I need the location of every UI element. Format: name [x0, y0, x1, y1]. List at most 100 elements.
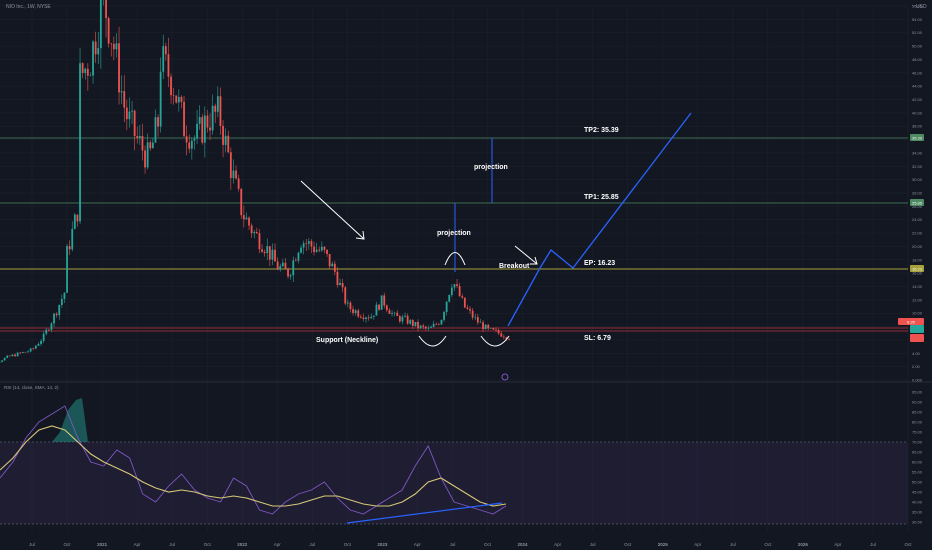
candle-body	[81, 63, 84, 73]
candle-body	[320, 246, 323, 251]
candle-body	[300, 247, 302, 253]
price-tick-label: 4.00	[912, 351, 921, 356]
candle-body	[255, 232, 258, 234]
breakout-label: Breakout	[499, 263, 530, 270]
rsi-tick-label: 30.00	[912, 520, 923, 525]
candle-body	[333, 263, 336, 272]
price-tick-label: 30.00	[912, 177, 923, 182]
candle-body	[177, 96, 180, 103]
candle-body	[219, 96, 222, 126]
candle-body	[24, 351, 27, 353]
support-label: Support (Neckline)	[316, 337, 378, 344]
candle-body	[469, 308, 471, 311]
candle-body	[45, 329, 48, 334]
candle-body	[6, 355, 9, 358]
price-tick-label: 18.00	[912, 257, 923, 262]
candle-body	[489, 327, 492, 329]
candle-body	[242, 215, 245, 220]
time-tick-label: Apr	[834, 542, 842, 547]
price-tick-label: 26.00	[912, 204, 923, 209]
time-tick-label: Jul	[730, 542, 736, 547]
candle-body	[362, 317, 365, 320]
candles	[0, 0, 510, 364]
candle-body	[193, 138, 196, 141]
candle-body	[354, 310, 357, 314]
candle-body	[318, 249, 321, 251]
candle-body	[245, 217, 248, 220]
candle-body	[279, 266, 282, 270]
candle-body	[60, 298, 63, 305]
candle-body	[424, 326, 427, 329]
candle-body	[133, 110, 136, 136]
time-tick-label: Oct	[904, 542, 912, 547]
candle-body	[404, 315, 406, 317]
candle-body	[42, 333, 45, 341]
candle-body	[222, 125, 224, 145]
rsi-tick-label: 40.00	[912, 500, 923, 505]
current-price-tag	[898, 318, 924, 325]
candle-body	[409, 320, 412, 324]
right-shoulder-arc[interactable]	[480, 335, 510, 347]
candle-body	[432, 323, 435, 327]
candle-body	[63, 292, 66, 299]
candle-body	[263, 251, 266, 254]
candle-body	[380, 295, 383, 310]
downtrend-arrow[interactable]	[300, 180, 365, 240]
price-axis[interactable]: 56.00 54.00 52.00 50.00 48.00 46.00 44.00 42.00…	[912, 4, 923, 383]
candle-body	[112, 44, 115, 50]
candle-body	[341, 282, 344, 288]
symbol-title: NIO Inc., 1W, NYSE	[6, 4, 51, 10]
candle-body	[427, 327, 430, 329]
candle-body	[180, 96, 183, 102]
candle-body	[34, 345, 37, 349]
time-tick-label: Jul	[169, 542, 175, 547]
candle-body	[250, 225, 253, 234]
candle-body	[58, 304, 61, 316]
time-tick-label: Jul	[309, 542, 315, 547]
candle-body	[281, 262, 284, 267]
head-arc[interactable]	[444, 252, 466, 266]
time-tick-label: Oct	[764, 542, 772, 547]
time-tick-label: 2023	[377, 542, 388, 547]
ep-label: EP: 16.23	[584, 260, 615, 267]
breakout-arrow[interactable]	[514, 245, 538, 265]
candle-body	[476, 317, 479, 323]
time-tick-label: Apr	[274, 542, 282, 547]
candle-body	[391, 313, 393, 314]
candle-body	[398, 316, 401, 322]
candle-body	[497, 330, 500, 334]
time-tick-label: 2025	[658, 542, 669, 547]
rsi-tick-label: 80.00	[912, 420, 923, 425]
candle-body	[50, 323, 53, 330]
candle-body	[253, 232, 256, 234]
candle-body	[258, 233, 261, 250]
candle-body	[196, 123, 198, 139]
rsi-tick-label: 95.00	[912, 390, 923, 395]
candle-body	[346, 302, 349, 304]
candle-body	[310, 241, 313, 247]
rsi-tick-label: 45.00	[912, 490, 923, 495]
candle-body	[29, 348, 32, 352]
candle-body	[292, 260, 295, 276]
candle-body	[365, 317, 367, 320]
candle-body	[344, 287, 347, 304]
rsi-divergence-trendline[interactable]	[346, 502, 503, 524]
rsi-tick-label: 70.00	[912, 440, 923, 445]
candle-body	[248, 217, 250, 226]
candle-body	[73, 214, 76, 229]
candle-body	[375, 304, 378, 316]
projection-path[interactable]	[507, 112, 692, 327]
candle-body	[313, 246, 315, 252]
time-axis[interactable]: Jul Oct 2021 Apr Jul Oct 2022 Apr Jul Oct 2023 Apr J…	[29, 542, 912, 547]
candle-body	[435, 323, 438, 325]
candle-body	[16, 352, 19, 357]
tp1-label: TP1: 25.85	[584, 194, 619, 201]
candle-body	[125, 107, 128, 120]
event-marker-icon[interactable]	[501, 373, 509, 381]
price-tag-red	[910, 334, 924, 342]
rsi-tick-label: 85.00	[912, 410, 923, 415]
time-tick-label: Oct	[484, 542, 492, 547]
left-shoulder-arc[interactable]	[418, 335, 447, 347]
candle-body	[86, 68, 89, 76]
rsi-axis[interactable]: 95.00 90.00 85.00 80.00 75.00 70.00 65.00 60.00…	[912, 390, 923, 525]
